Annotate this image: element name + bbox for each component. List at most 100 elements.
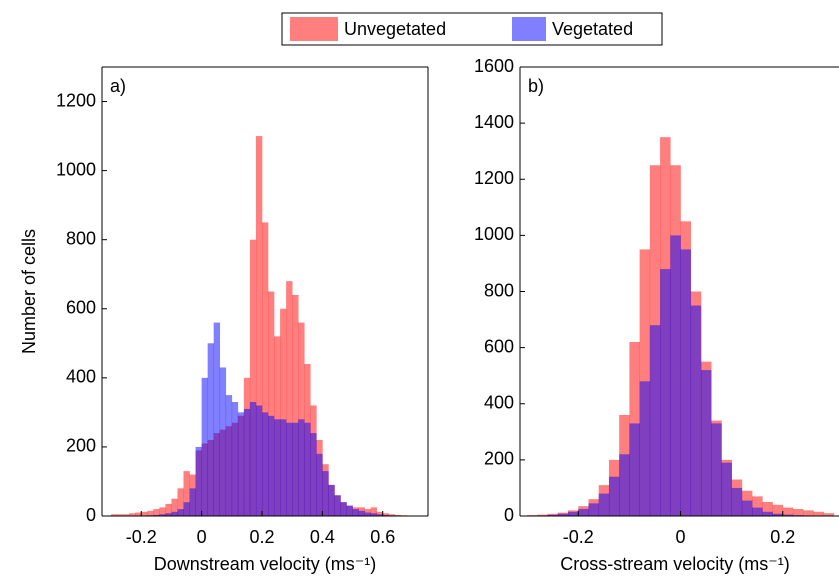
histogram-bar <box>346 505 353 516</box>
histogram-bar <box>183 502 190 516</box>
histogram-bar <box>639 381 651 516</box>
histogram-bar <box>388 514 396 516</box>
histogram-bar <box>165 503 172 516</box>
histogram-bar <box>660 269 671 516</box>
histogram-bar <box>231 402 239 516</box>
histogram-bar <box>261 412 269 516</box>
histogram-bar <box>762 501 773 516</box>
legend-swatch <box>512 17 546 41</box>
y-tick-label: 800 <box>484 280 514 300</box>
histogram-bar <box>792 508 804 516</box>
histogram-bar <box>189 488 196 516</box>
histogram-bar <box>117 514 124 516</box>
y-tick-label: 0 <box>504 505 514 525</box>
x-tick-label: -0.2 <box>563 527 594 547</box>
histogram-bar <box>147 510 154 516</box>
histogram-bar <box>280 308 287 516</box>
histogram-bar <box>243 408 251 516</box>
y-tick-label: 200 <box>484 449 514 469</box>
legend-label: Vegetated <box>552 19 633 39</box>
histogram-bar <box>183 471 190 516</box>
histogram-bar <box>286 422 293 516</box>
histogram-bar <box>340 502 347 516</box>
histogram-bar <box>762 511 773 516</box>
histogram-bar <box>237 412 245 516</box>
histogram-bar <box>394 514 402 516</box>
histogram-bar <box>165 513 172 516</box>
panel-label: b) <box>528 76 544 96</box>
histogram-bar <box>298 419 305 516</box>
y-tick-label: 1000 <box>56 159 96 179</box>
x-axis-label: Cross-stream velocity (ms⁻¹) <box>560 554 790 574</box>
histogram-bar <box>772 504 784 516</box>
y-tick-label: 0 <box>86 505 96 525</box>
histogram-bar <box>171 498 178 516</box>
y-tick-label: 400 <box>66 367 96 387</box>
histogram-bar <box>177 509 184 516</box>
histogram-bar <box>680 249 692 516</box>
histogram-bar <box>721 462 732 516</box>
histogram-bar <box>322 471 329 516</box>
histogram-bar <box>670 235 681 516</box>
histogram-bar <box>772 513 784 516</box>
histogram-bar <box>370 507 377 516</box>
y-tick-label: 1200 <box>56 90 96 110</box>
histogram-bar <box>255 405 263 516</box>
histogram-bar <box>752 496 763 516</box>
histogram-bar <box>823 513 835 516</box>
x-tick-label: 0.4 <box>310 527 335 547</box>
histogram-bar <box>304 422 311 516</box>
histogram-bar <box>382 513 390 516</box>
histogram-bar <box>274 419 281 516</box>
histogram-bar <box>153 514 160 516</box>
histogram-bar <box>207 343 214 516</box>
histogram-bar <box>177 488 184 516</box>
histogram-bar <box>111 514 118 516</box>
histogram-bar <box>159 514 166 516</box>
x-tick-label: 0 <box>676 527 686 547</box>
y-tick-label: 200 <box>66 436 96 456</box>
histogram-bar <box>328 484 335 516</box>
histogram-bar <box>598 493 610 516</box>
histogram-bar <box>219 367 227 516</box>
histogram-bar <box>629 423 640 516</box>
legend-label: Unvegetated <box>344 19 446 39</box>
histogram-bar <box>578 508 589 516</box>
histogram-bar <box>195 446 202 516</box>
histogram-bar <box>813 511 824 516</box>
histogram-bar <box>537 514 548 516</box>
histogram-bar <box>547 514 559 516</box>
histogram-bar <box>690 305 702 516</box>
histogram-bar <box>135 512 142 516</box>
histogram-bar <box>255 136 263 517</box>
histogram-bar <box>286 281 293 516</box>
legend-swatch <box>290 17 338 41</box>
histogram-bar <box>711 423 722 516</box>
histogram-bar <box>803 510 814 516</box>
histogram-bar <box>731 487 743 516</box>
legend-box <box>281 12 663 46</box>
histogram-bar <box>382 514 390 516</box>
y-tick-label: 600 <box>66 298 96 318</box>
histogram-bar <box>608 476 620 516</box>
y-axis-label: Number of cells <box>19 229 39 354</box>
histogram-bar <box>588 503 600 516</box>
histogram-bar <box>370 513 377 516</box>
histogram-bar <box>334 495 341 516</box>
panel-label: a) <box>110 76 126 96</box>
y-tick-label: 1000 <box>474 224 514 244</box>
histogram-bar <box>649 325 661 516</box>
histogram-bar <box>568 511 579 516</box>
histogram-bar <box>364 512 371 516</box>
histogram-bar <box>700 370 712 516</box>
histogram-bar <box>268 291 275 516</box>
x-tick-label: 0.2 <box>249 527 274 547</box>
y-tick-label: 600 <box>484 336 514 356</box>
histogram-bar <box>153 509 160 516</box>
y-tick-label: 1600 <box>474 56 514 76</box>
histogram-bar <box>376 511 384 516</box>
x-tick-label: 0.2 <box>770 527 795 547</box>
x-axis-label: Downstream velocity (ms⁻¹) <box>154 554 377 574</box>
